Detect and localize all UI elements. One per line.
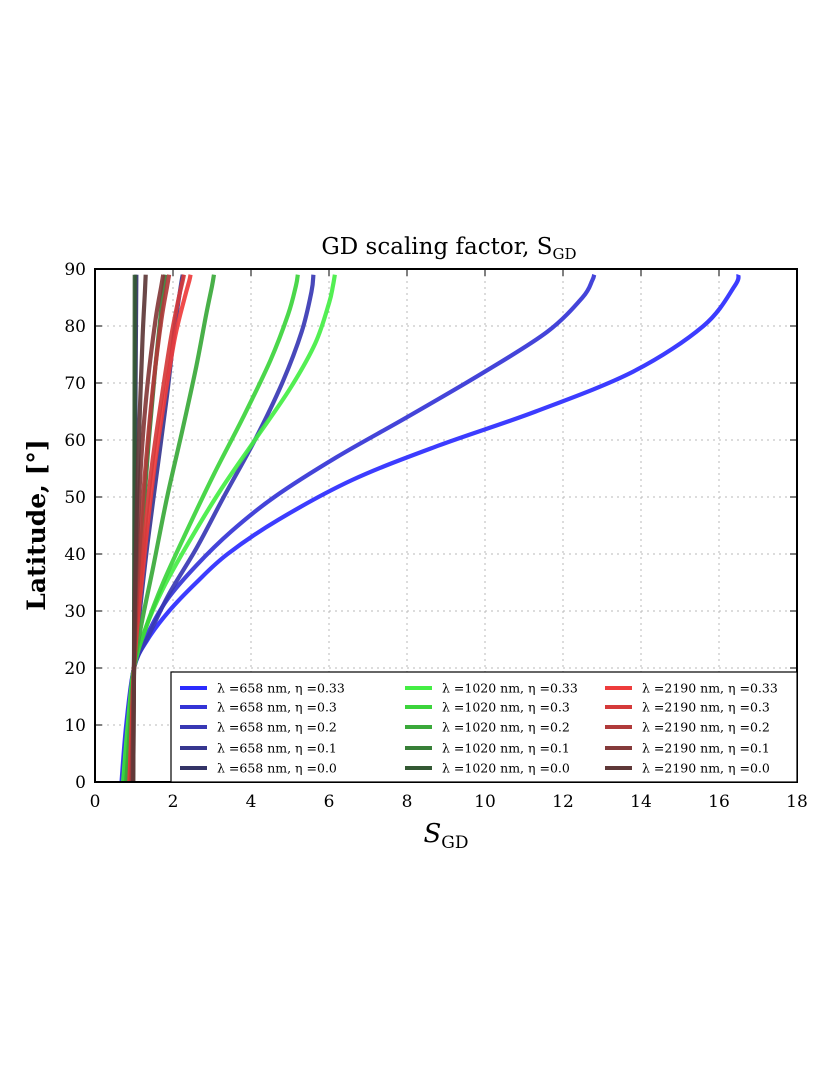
chart-title: GD scaling factor, SGD [321,234,576,263]
x-tick-label: 2 [168,792,179,812]
legend-label: λ =1020 nm, η =0.2 [442,720,570,735]
y-tick-label: 20 [64,659,86,679]
y-axis-label: Latitude, [°] [22,439,51,611]
y-tick-label: 10 [64,716,86,736]
x-tick-label: 14 [630,792,652,812]
legend-label: λ =658 nm, η =0.2 [217,720,337,735]
legend-label: λ =658 nm, η =0.3 [217,700,337,715]
series-line-15 [131,274,148,782]
x-tick-label: 8 [402,792,413,812]
legend-label: λ =2190 nm, η =0.2 [642,720,770,735]
legend-label: λ =1020 nm, η =0.33 [442,681,578,696]
series-lines [119,274,741,782]
x-tick-label: 18 [786,792,808,812]
legend-label: λ =2190 nm, η =0.3 [642,700,770,715]
x-tick-labels: 0 2 4 6 8 10 12 14 16 18 [90,792,808,812]
x-axis-label: SGD [423,819,468,853]
legend-label: λ =658 nm, η =0.0 [217,761,337,776]
legend-label: λ =1020 nm, η =0.3 [442,700,570,715]
legend-label: λ =2190 nm, η =0.33 [642,681,778,696]
legend-label: λ =658 nm, η =0.33 [217,681,345,696]
x-tick-label: 4 [246,792,257,812]
legend: λ =658 nm, η =0.33 λ =658 nm, η =0.3 λ =65… [170,671,798,783]
x-tick-label: 12 [552,792,574,812]
y-tick-label: 60 [64,431,86,451]
y-tick-label: 40 [64,545,86,565]
y-tick-label: 30 [64,602,86,622]
legend-label: λ =2190 nm, η =0.1 [642,741,770,756]
legend-label: λ =1020 nm, η =0.1 [442,741,570,756]
y-tick-label: 50 [64,488,86,508]
legend-box [170,671,798,783]
legend-label: λ =658 nm, η =0.1 [217,741,337,756]
y-tick-label: 70 [64,374,86,394]
x-tick-label: 0 [90,792,101,812]
x-tick-label: 16 [708,792,730,812]
legend-label: λ =1020 nm, η =0.0 [442,761,570,776]
y-tick-label: 0 [75,773,86,793]
legend-label: λ =2190 nm, η =0.0 [642,761,770,776]
y-tick-labels: 0 10 20 30 40 50 60 70 80 90 [64,260,86,793]
x-tick-label: 10 [474,792,496,812]
y-tick-label: 90 [64,260,86,280]
x-tick-label: 6 [324,792,335,812]
y-tick-label: 80 [64,317,86,337]
